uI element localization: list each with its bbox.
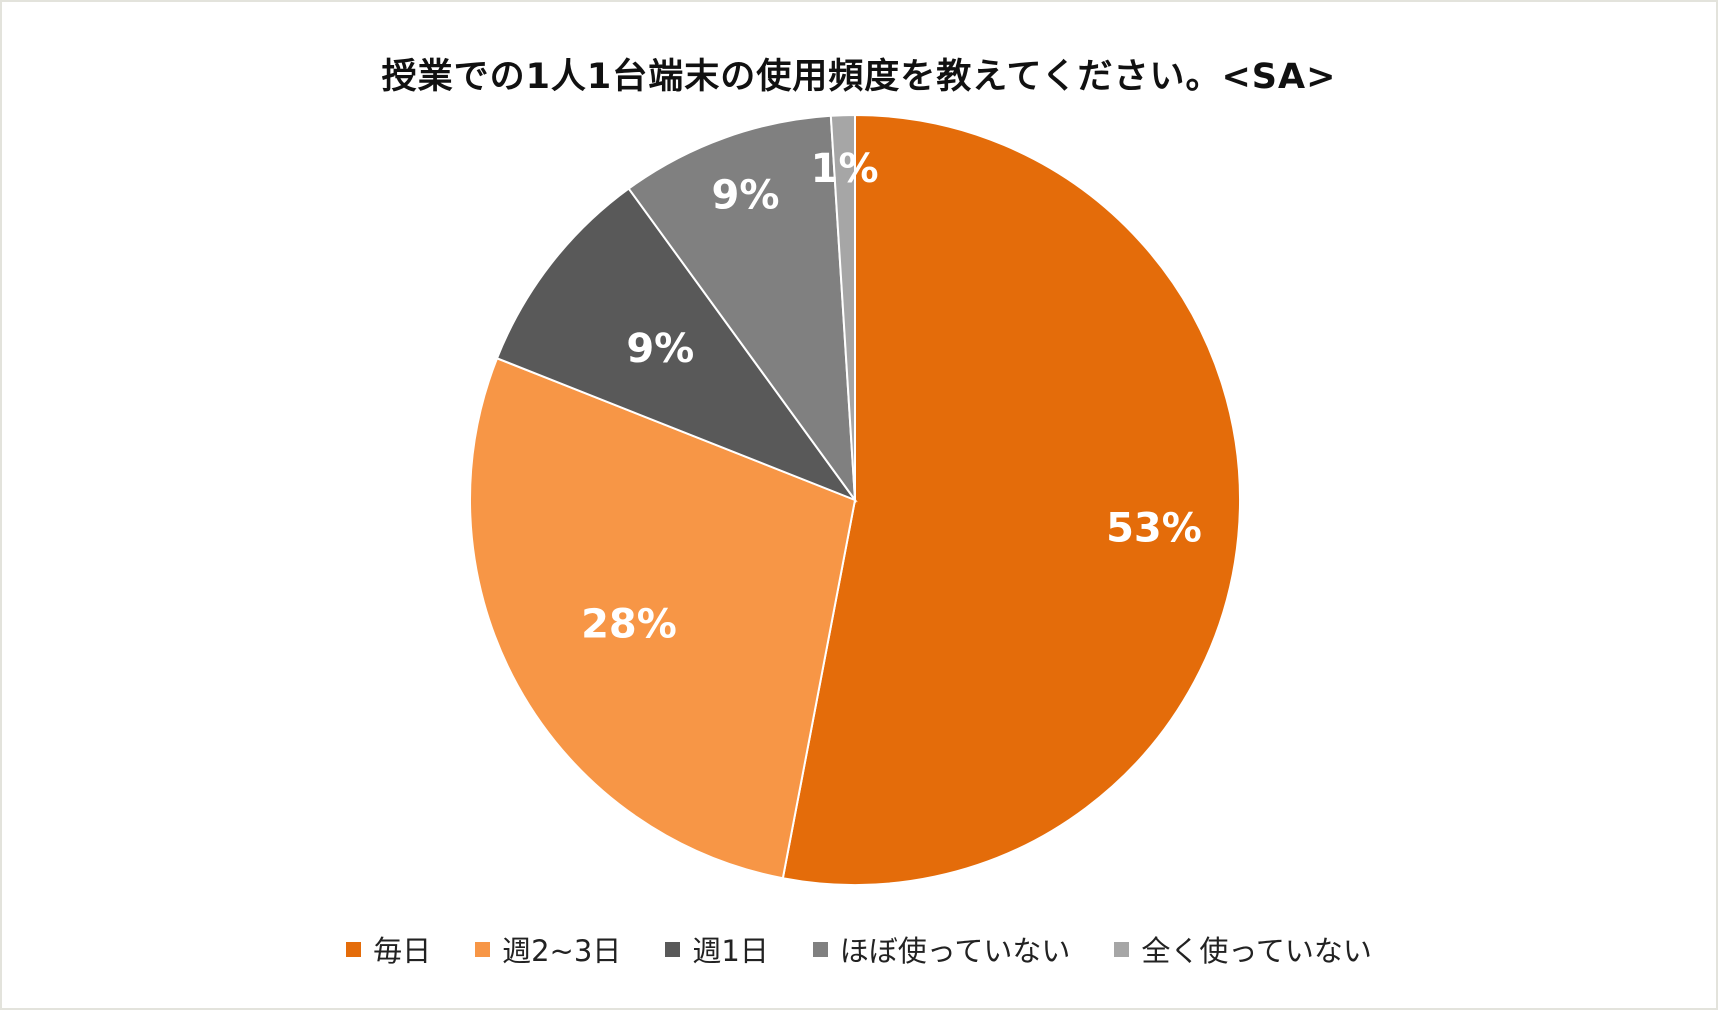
legend-swatch-rarely (812, 941, 828, 957)
data-label-1-day: 9% (626, 326, 694, 372)
chart-title: 授業での1人1台端末の使用頻度を教えてください。<SA> (381, 57, 1337, 97)
pie-slice-rarely (627, 114, 857, 504)
legend-label-daily: 毎日 (373, 934, 432, 968)
legend-item-2-3-days: 週2~3日 (475, 928, 621, 970)
data-label-rarely: 9% (711, 173, 779, 219)
data-label-daily: 53% (1106, 505, 1202, 551)
legend-label-2-3-days: 週2~3日 (502, 934, 622, 968)
legend: 毎日 週2~3日 週1日 ほぼ使っていない 全く使っていない (0, 928, 1718, 970)
legend-item-never: 全く使っていない (1114, 928, 1372, 970)
pie-slice-1-day (495, 187, 858, 503)
legend-swatch-never (1114, 941, 1130, 957)
legend-label-never: 全く使っていない (1141, 934, 1372, 968)
legend-swatch-1-day (665, 941, 681, 957)
pie-slice-daily (781, 113, 1241, 886)
data-label-2-3-days: 28% (581, 601, 677, 647)
legend-swatch-daily (346, 941, 362, 957)
pie-slice-never (829, 113, 856, 501)
legend-label-rarely: ほぼ使っていない (839, 934, 1071, 968)
legend-item-1-day: 週1日 (665, 928, 769, 970)
legend-swatch-2-3-days (475, 941, 491, 957)
legend-label-1-day: 週1日 (692, 934, 769, 968)
pie-slice-2-3-days (468, 356, 857, 880)
data-label-never: 1% (811, 146, 879, 192)
legend-item-rarely: ほぼ使っていない (812, 928, 1071, 970)
legend-item-daily: 毎日 (346, 928, 431, 970)
